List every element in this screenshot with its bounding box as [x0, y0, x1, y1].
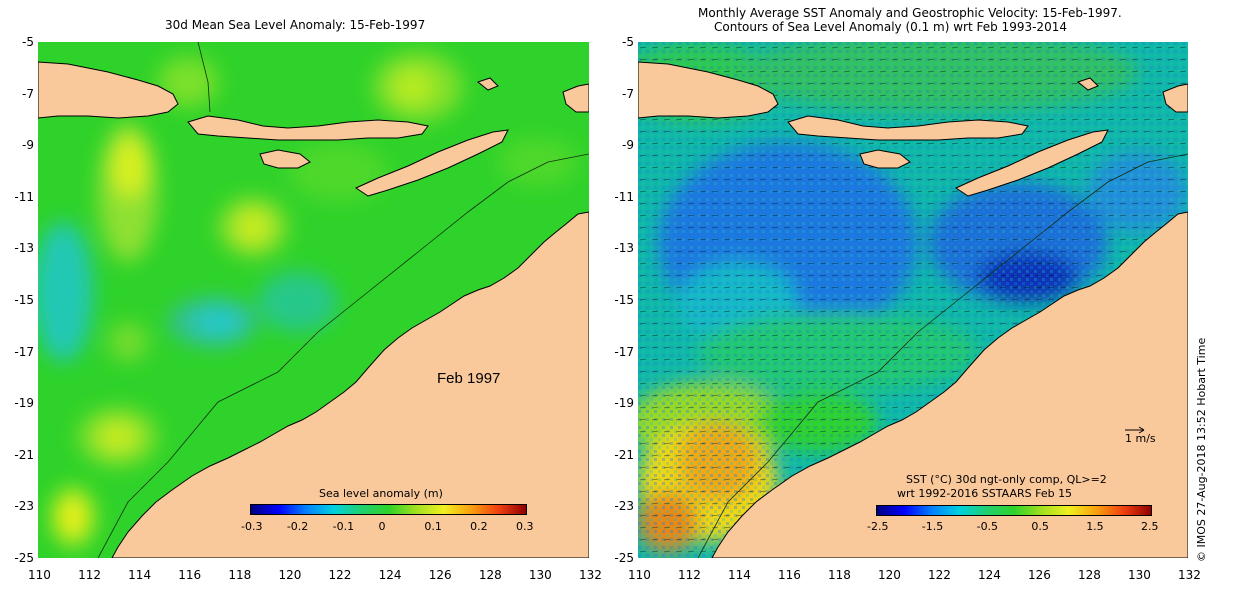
- y-tick-label: -25: [614, 551, 634, 565]
- left-map-panel: [38, 42, 589, 558]
- sst-anomaly-map: [638, 42, 1188, 558]
- y-tick-label: -17: [14, 344, 34, 359]
- x-tick-label: 112: [678, 568, 701, 582]
- x-tick-label: 122: [328, 568, 352, 582]
- credit-text: © IMOS 27-Aug-2018 13:52 Hobart Time: [1195, 337, 1208, 562]
- x-tick-label: 128: [478, 568, 502, 582]
- x-tick-label: 116: [178, 568, 202, 582]
- left-panel-title: 30d Mean Sea Level Anomaly: 15-Feb-1997: [165, 18, 426, 32]
- y-tick-label: -21: [614, 447, 634, 462]
- colorbar-tick-label: -0.5: [976, 520, 999, 533]
- y-tick-label: -17: [614, 344, 634, 359]
- right-legend-line1: SST (°C) 30d ngt-only comp, QL>=2: [906, 473, 1107, 486]
- y-tick-label: -5: [22, 35, 34, 49]
- x-tick-label: 118: [828, 568, 851, 582]
- y-tick-label: -7: [22, 86, 34, 101]
- x-tick-label: 122: [928, 568, 951, 582]
- colorbar-tick-label: 1.5: [1086, 520, 1104, 533]
- x-tick-label: 120: [878, 568, 901, 582]
- right-colorbar: [876, 505, 1152, 516]
- colorbar-tick-label: 0.5: [1031, 520, 1049, 533]
- velocity-scale-label: 1 m/s: [1125, 432, 1156, 445]
- y-tick-label: -7: [622, 86, 634, 101]
- left-colorbar-label: Sea level anomaly (m): [319, 487, 443, 500]
- y-tick-label: -19: [14, 396, 34, 411]
- right-panel-title-line1: Monthly Average SST Anomaly and Geostrop…: [698, 6, 1122, 20]
- colorbar-tick-label: 0.1: [424, 520, 442, 533]
- left-colorbar: [250, 504, 527, 515]
- x-tick-label: 130: [528, 568, 552, 582]
- x-tick-label: 114: [128, 568, 152, 582]
- colorbar-tick-label: 0.2: [470, 520, 488, 533]
- colorbar-tick-label: -2.5: [867, 520, 889, 533]
- left-map-date-label: Feb 1997: [437, 370, 501, 387]
- x-tick-label: 110: [628, 568, 651, 582]
- x-tick-label: 120: [278, 568, 302, 582]
- x-tick-label: 132: [1178, 568, 1201, 582]
- colorbar-tick-label: -0.3: [241, 520, 263, 533]
- y-tick-label: -21: [14, 447, 34, 462]
- y-tick-label: -11: [614, 189, 634, 204]
- sea-level-anomaly-map: [38, 42, 589, 558]
- x-tick-label: 110: [28, 568, 51, 582]
- y-tick-label: -25: [14, 551, 34, 565]
- colorbar-tick-label: -1.5: [921, 520, 944, 533]
- x-tick-label: 112: [78, 568, 101, 582]
- x-tick-label: 116: [778, 568, 801, 582]
- x-tick-label: 124: [378, 568, 402, 582]
- x-tick-label: 130: [1128, 568, 1151, 582]
- x-tick-label: 114: [728, 568, 751, 582]
- colorbar-tick-label: 0: [378, 520, 386, 533]
- y-tick-label: -13: [614, 241, 634, 256]
- right-panel-title-line2: Contours of Sea Level Anomaly (0.1 m) wr…: [714, 20, 1067, 34]
- x-tick-label: 124: [978, 568, 1001, 582]
- x-tick-label: 132: [579, 568, 602, 582]
- x-tick-label: 126: [1028, 568, 1051, 582]
- right-legend-line2: wrt 1992-2016 SSTAARS Feb 15: [897, 487, 1073, 500]
- y-tick-label: -19: [614, 396, 634, 411]
- x-tick-label: 118: [228, 568, 252, 582]
- y-tick-label: -15: [614, 293, 634, 307]
- y-tick-label: -5: [622, 35, 634, 49]
- y-tick-label: -9: [622, 138, 634, 153]
- y-tick-label: -11: [14, 189, 34, 204]
- y-tick-label: -15: [14, 293, 34, 307]
- x-tick-label: 128: [1078, 568, 1101, 582]
- colorbar-tick-label: -0.1: [332, 520, 355, 533]
- colorbar-tick-label: 0.3: [516, 520, 534, 533]
- colorbar-tick-label: 2.5: [1141, 520, 1159, 533]
- x-tick-label: 126: [428, 568, 452, 582]
- y-tick-label: -23: [614, 499, 634, 514]
- y-tick-label: -13: [14, 241, 34, 256]
- y-tick-label: -9: [22, 138, 34, 153]
- y-tick-label: -23: [14, 499, 34, 514]
- colorbar-tick-label: -0.2: [286, 520, 309, 533]
- right-map-panel: [638, 42, 1188, 558]
